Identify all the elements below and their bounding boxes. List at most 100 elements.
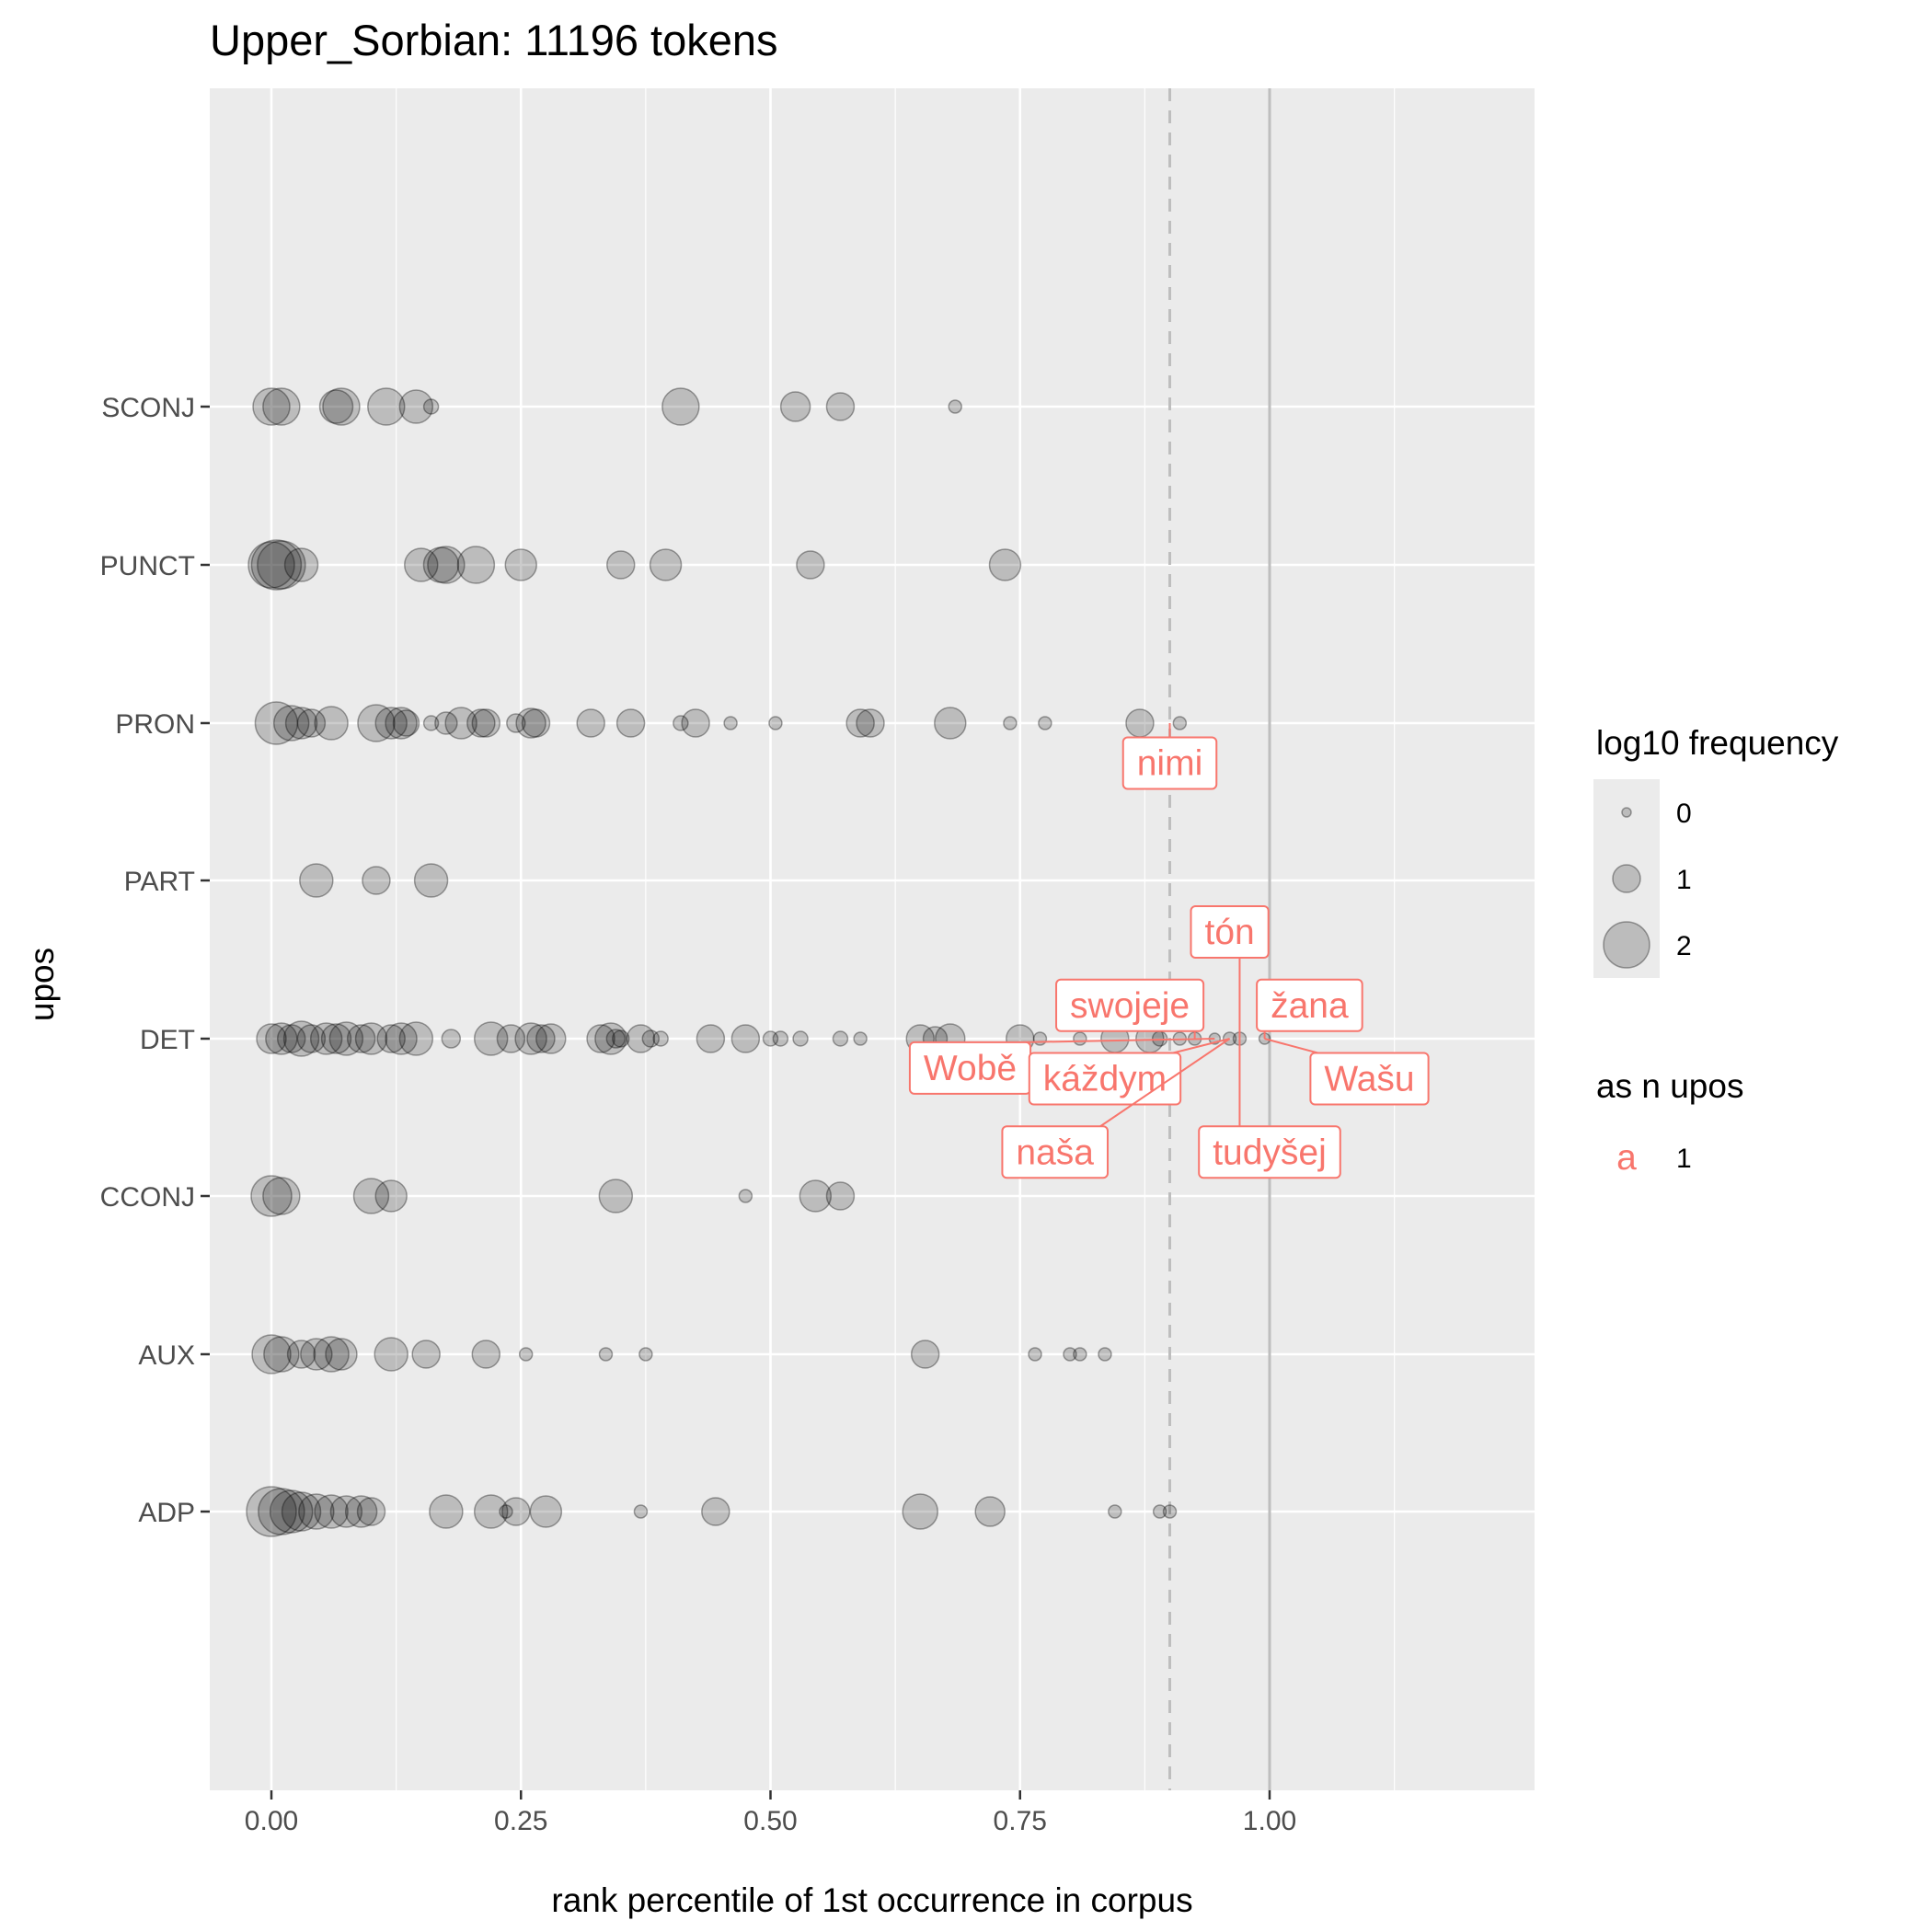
data-point	[251, 1334, 292, 1374]
data-point	[1108, 1504, 1122, 1519]
legend-size-label: 1	[1676, 865, 1692, 895]
data-point	[300, 1338, 333, 1371]
annotation-box	[1055, 978, 1205, 1032]
data-point	[263, 1336, 300, 1373]
y-tick-label: AUX	[138, 1340, 195, 1371]
data-point	[374, 1179, 408, 1213]
data-point	[514, 1022, 547, 1055]
legend-size-key	[1603, 921, 1650, 969]
data-point	[272, 705, 310, 742]
data-point	[309, 1022, 343, 1055]
data-point	[398, 1021, 434, 1056]
data-point	[411, 1340, 441, 1369]
data-point	[473, 1021, 509, 1056]
data-point	[649, 548, 683, 581]
data-point	[856, 708, 885, 738]
annotation: Wašu	[1264, 1038, 1430, 1106]
data-point	[832, 1030, 849, 1047]
data-point	[398, 389, 434, 424]
data-point	[374, 707, 408, 740]
data-point	[247, 541, 295, 589]
data-point	[376, 1024, 406, 1053]
annotation: káždym	[1028, 1038, 1230, 1106]
data-point	[441, 1029, 462, 1049]
data-point	[633, 1504, 649, 1519]
data-point	[313, 1336, 350, 1373]
data-point	[314, 1494, 349, 1529]
data-point	[325, 1338, 358, 1371]
annotation-box	[1121, 736, 1218, 790]
data-point	[276, 1024, 306, 1053]
data-point	[515, 707, 546, 739]
data-point	[282, 1020, 320, 1057]
annotation: naša	[1001, 1038, 1231, 1179]
data-point	[250, 1175, 293, 1217]
data-point	[392, 709, 420, 737]
data-point	[652, 1030, 669, 1047]
annotation: swojeje	[1055, 978, 1205, 1039]
data-point	[606, 550, 636, 580]
annotation-label: žana	[1271, 986, 1349, 1026]
data-point	[499, 1504, 513, 1519]
annotation-label: swojeje	[1070, 986, 1190, 1026]
annotation-leader	[1023, 1038, 1215, 1043]
data-point	[594, 1022, 627, 1055]
data-point	[1151, 1030, 1168, 1047]
data-point	[974, 1496, 1006, 1527]
legend-size-label: 0	[1676, 799, 1692, 829]
data-point	[352, 1178, 390, 1214]
y-tick-label: SCONJ	[101, 393, 195, 423]
data-point	[779, 391, 811, 422]
data-point	[357, 704, 396, 742]
data-point	[456, 546, 496, 584]
annotation-box	[1190, 905, 1270, 959]
data-point	[1063, 1347, 1077, 1362]
data-point	[284, 707, 318, 740]
annotation-label: nimi	[1137, 744, 1203, 784]
reference-lines	[1168, 88, 1271, 1790]
data-point	[296, 708, 327, 738]
data-point	[1038, 716, 1052, 730]
y-tick-label: DET	[140, 1025, 195, 1055]
data-point	[354, 1022, 388, 1055]
data-point	[246, 1486, 297, 1537]
data-point	[318, 389, 354, 424]
annotation-box	[1001, 1125, 1110, 1179]
data-point	[638, 1347, 653, 1362]
data-point	[504, 548, 537, 581]
data-point	[681, 708, 710, 738]
data-point	[385, 707, 418, 740]
y-tick-label: PART	[124, 867, 195, 897]
y-tick-label: PRON	[115, 709, 195, 740]
data-point	[322, 387, 361, 426]
annotation-label: naša	[1016, 1133, 1094, 1172]
data-point	[269, 1489, 314, 1534]
data-point	[320, 1023, 352, 1054]
size-legend-title: log10 frequency	[1596, 724, 1839, 762]
data-point	[434, 711, 458, 735]
x-axis-title: rank percentile of 1st occurrence in cor…	[551, 1881, 1192, 1919]
annotation-label: Wobě	[924, 1049, 1017, 1088]
data-point	[346, 1024, 376, 1053]
data-point	[799, 1179, 833, 1213]
data-point	[1028, 1347, 1042, 1362]
data-point	[696, 1024, 726, 1053]
annotation-label: tón	[1204, 913, 1254, 952]
data-point	[254, 701, 299, 745]
data-point	[825, 1181, 856, 1211]
data-point	[1032, 1031, 1048, 1046]
data-point	[845, 708, 875, 738]
data-point	[598, 1179, 634, 1213]
x-tick-label: 0.00	[245, 1806, 298, 1836]
data-point	[1172, 716, 1188, 730]
data-point	[612, 1029, 630, 1048]
annotation: tón	[1190, 905, 1270, 1039]
annotation-box	[1309, 1052, 1430, 1106]
data-point	[256, 1023, 287, 1054]
plot-panel	[210, 88, 1535, 1790]
data-point	[626, 1024, 656, 1053]
legend-color-key: a	[1616, 1138, 1637, 1178]
data-point	[367, 387, 406, 426]
